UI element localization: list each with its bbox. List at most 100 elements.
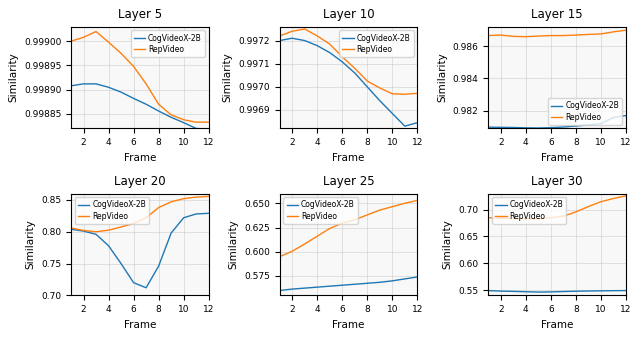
RepVideo — [364, 79, 371, 83]
CogVideoX-2B — [522, 126, 530, 130]
CogVideoX-2B — [339, 60, 346, 64]
RepVideo — [622, 28, 630, 32]
RepVideo — [547, 216, 555, 220]
Line: CogVideoX-2B: CogVideoX-2B — [488, 291, 626, 292]
Line: RepVideo: RepVideo — [71, 196, 209, 232]
CogVideoX-2B — [401, 124, 409, 128]
CogVideoX-2B — [497, 289, 504, 293]
RepVideo — [376, 86, 383, 90]
CogVideoX-2B — [288, 287, 296, 291]
CogVideoX-2B — [276, 39, 284, 43]
RepVideo — [167, 200, 175, 204]
Line: RepVideo: RepVideo — [488, 196, 626, 219]
CogVideoX-2B — [559, 290, 567, 294]
RepVideo — [572, 33, 580, 37]
X-axis label: Frame: Frame — [124, 320, 156, 330]
CogVideoX-2B — [288, 36, 296, 40]
CogVideoX-2B — [67, 84, 75, 88]
CogVideoX-2B — [117, 262, 125, 266]
CogVideoX-2B — [92, 82, 100, 86]
RepVideo — [401, 92, 409, 96]
X-axis label: Frame: Frame — [332, 320, 365, 330]
RepVideo — [351, 66, 358, 70]
RepVideo — [276, 34, 284, 38]
CogVideoX-2B — [92, 232, 100, 236]
RepVideo — [67, 226, 75, 230]
RepVideo — [105, 228, 113, 232]
Legend: CogVideoX-2B, RepVideo: CogVideoX-2B, RepVideo — [339, 30, 413, 57]
RepVideo — [92, 230, 100, 234]
RepVideo — [92, 29, 100, 33]
CogVideoX-2B — [67, 227, 75, 231]
Y-axis label: Similarity: Similarity — [223, 53, 233, 102]
RepVideo — [597, 32, 605, 36]
RepVideo — [559, 214, 567, 218]
CogVideoX-2B — [167, 231, 175, 235]
RepVideo — [388, 204, 396, 209]
Line: CogVideoX-2B: CogVideoX-2B — [488, 116, 626, 128]
RepVideo — [339, 221, 346, 225]
Line: CogVideoX-2B: CogVideoX-2B — [71, 84, 209, 129]
RepVideo — [276, 255, 284, 259]
CogVideoX-2B — [534, 290, 542, 294]
CogVideoX-2B — [597, 289, 605, 293]
CogVideoX-2B — [534, 126, 542, 130]
CogVideoX-2B — [584, 123, 592, 127]
RepVideo — [326, 226, 333, 231]
CogVideoX-2B — [388, 279, 396, 283]
RepVideo — [584, 204, 592, 209]
CogVideoX-2B — [584, 289, 592, 293]
RepVideo — [351, 218, 358, 222]
RepVideo — [180, 118, 188, 122]
RepVideo — [413, 198, 421, 202]
RepVideo — [559, 33, 567, 38]
Line: CogVideoX-2B: CogVideoX-2B — [280, 38, 417, 126]
CogVideoX-2B — [301, 39, 308, 43]
CogVideoX-2B — [622, 114, 630, 118]
Line: CogVideoX-2B: CogVideoX-2B — [280, 277, 417, 291]
CogVideoX-2B — [622, 289, 630, 293]
CogVideoX-2B — [364, 85, 371, 89]
Y-axis label: Similarity: Similarity — [8, 53, 19, 102]
RepVideo — [301, 242, 308, 246]
RepVideo — [142, 216, 150, 220]
Title: Layer 5: Layer 5 — [118, 8, 162, 21]
CogVideoX-2B — [142, 102, 150, 106]
RepVideo — [622, 194, 630, 198]
CogVideoX-2B — [351, 71, 358, 75]
CogVideoX-2B — [180, 121, 188, 125]
CogVideoX-2B — [79, 82, 87, 86]
RepVideo — [79, 35, 87, 39]
CogVideoX-2B — [413, 275, 421, 279]
RepVideo — [117, 51, 125, 55]
X-axis label: Frame: Frame — [541, 320, 573, 330]
CogVideoX-2B — [155, 264, 163, 268]
RepVideo — [155, 102, 163, 106]
CogVideoX-2B — [314, 285, 321, 289]
RepVideo — [167, 113, 175, 117]
Y-axis label: Similarity: Similarity — [437, 53, 447, 102]
RepVideo — [388, 92, 396, 96]
CogVideoX-2B — [509, 125, 517, 129]
RepVideo — [155, 206, 163, 210]
RepVideo — [67, 39, 75, 43]
CogVideoX-2B — [117, 90, 125, 94]
Line: RepVideo: RepVideo — [280, 29, 417, 94]
RepVideo — [193, 195, 200, 199]
CogVideoX-2B — [547, 290, 555, 294]
RepVideo — [288, 29, 296, 33]
Legend: CogVideoX-2B, RepVideo: CogVideoX-2B, RepVideo — [284, 197, 358, 224]
X-axis label: Frame: Frame — [541, 153, 573, 163]
RepVideo — [376, 208, 383, 212]
CogVideoX-2B — [413, 121, 421, 125]
Line: RepVideo: RepVideo — [280, 200, 417, 257]
CogVideoX-2B — [522, 290, 530, 294]
RepVideo — [401, 201, 409, 205]
Title: Layer 10: Layer 10 — [323, 8, 374, 21]
CogVideoX-2B — [326, 51, 333, 55]
Y-axis label: Similarity: Similarity — [26, 220, 36, 269]
CogVideoX-2B — [205, 211, 212, 215]
CogVideoX-2B — [364, 281, 371, 285]
RepVideo — [497, 33, 504, 37]
RepVideo — [534, 34, 542, 38]
